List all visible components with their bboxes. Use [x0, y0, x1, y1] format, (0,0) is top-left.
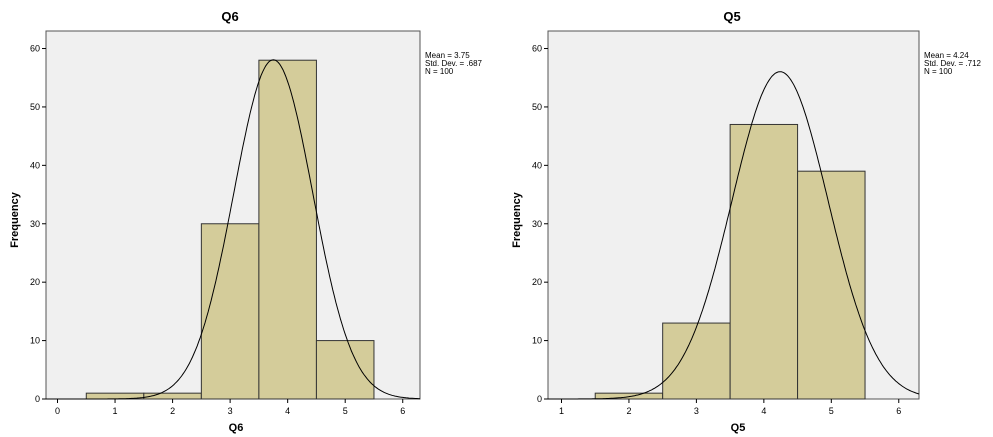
normal-curve [548, 71, 920, 400]
x-tick-label: 6 [896, 406, 901, 416]
x-tick-label: 4 [761, 406, 766, 416]
y-tick-label: 30 [532, 219, 542, 229]
x-tick-label: 3 [694, 406, 699, 416]
x-tick-label: 1 [113, 406, 118, 416]
chart-panel-q5: 0 10 20 30 40 50 60 1 2 3 4 5 6 Q5 Q5 Frequency Mean = 4… [511, 9, 982, 434]
y-tick-label: 60 [532, 44, 542, 54]
y-tick-label: 60 [30, 44, 40, 54]
x-tick-label: 4 [285, 406, 290, 416]
stats-line: N = 100 [924, 67, 953, 76]
y-tick-label: 50 [532, 102, 542, 112]
x-tick-label: 2 [170, 406, 175, 416]
x-tick-label: 1 [559, 406, 564, 416]
y-tick-label: 20 [30, 277, 40, 287]
x-tick-label: 6 [400, 406, 405, 416]
y-tick-label: 20 [532, 277, 542, 287]
y-tick-label: 40 [30, 160, 40, 170]
stats-line: N = 100 [425, 67, 454, 76]
stats-line: Mean = 3.75 [425, 51, 470, 60]
bar [729, 123, 799, 400]
x-axis-label: Q6 [229, 422, 244, 434]
stats-line: Std. Dev. = .687 [425, 59, 483, 68]
y-axis-label: Frequency [9, 191, 21, 248]
x-tick-label: 2 [626, 406, 631, 416]
x-tick-label: 3 [228, 406, 233, 416]
y-tick-label: 10 [532, 336, 542, 346]
x-tick-label: 5 [829, 406, 834, 416]
y-tick-label: 0 [537, 394, 542, 404]
x-tick-label: 5 [343, 406, 348, 416]
y-tick-label: 40 [532, 160, 542, 170]
x-tick-label: 0 [55, 406, 60, 416]
y-tick-label: 0 [35, 394, 40, 404]
stats-line: Std. Dev. = .712 [924, 59, 982, 68]
bar [662, 322, 731, 400]
chart-panel-q6: 0 10 20 30 40 50 60 0 1 2 3 4 5 6 Q6 Q6 Frequency Mean = … [9, 9, 483, 434]
chart-title: Q6 [221, 9, 238, 24]
bar [258, 59, 317, 400]
normal-curve [46, 59, 421, 400]
x-axis-label: Q5 [731, 422, 746, 434]
y-tick-label: 50 [30, 102, 40, 112]
stats-line: Mean = 4.24 [924, 51, 969, 60]
bar [200, 223, 260, 400]
y-axis-label: Frequency [511, 191, 523, 248]
bar [797, 170, 866, 400]
y-tick-label: 10 [30, 336, 40, 346]
chart-title: Q5 [723, 9, 740, 24]
y-tick-label: 30 [30, 219, 40, 229]
bar [315, 340, 375, 400]
